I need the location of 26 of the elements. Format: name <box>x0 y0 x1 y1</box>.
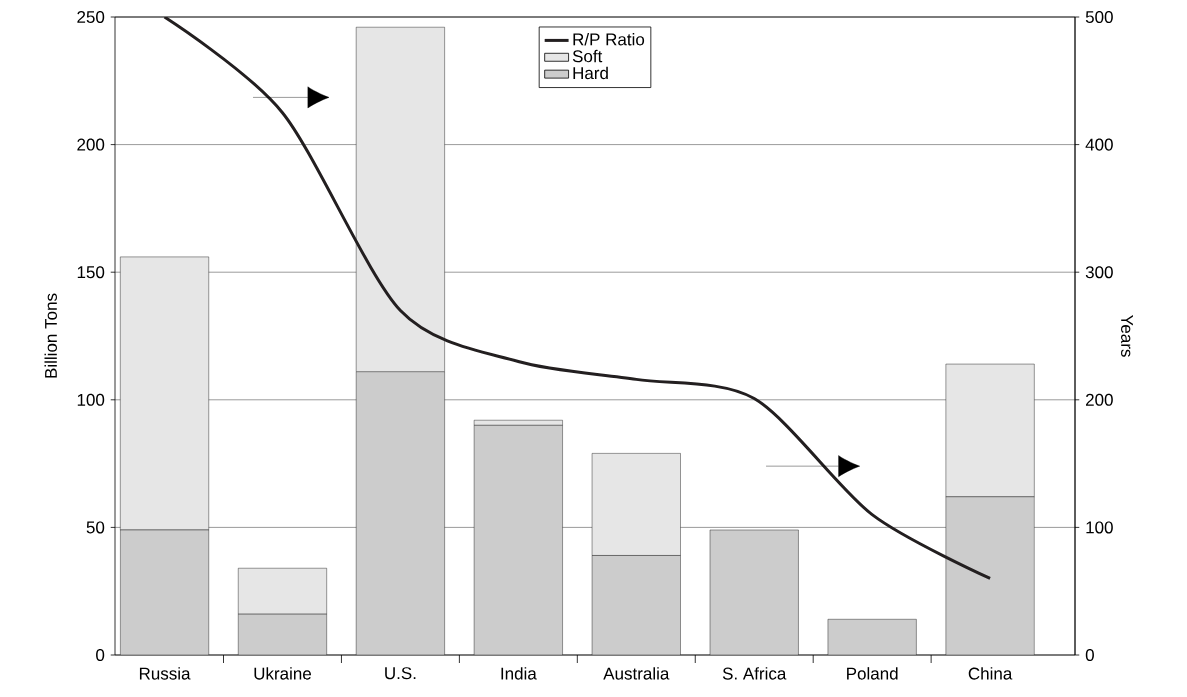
x-tick-label: Ukraine <box>254 667 311 680</box>
x-tick-label: India <box>501 667 537 680</box>
y-tick-label: 100 <box>77 393 105 406</box>
y-tick-label: 150 <box>77 266 105 279</box>
y2-tick-label: 500 <box>1085 10 1113 24</box>
y2-axis-title: Years <box>1121 314 1133 357</box>
y-tick-label: 50 <box>86 521 105 534</box>
x-tick-label: China <box>968 667 1013 680</box>
y-axis-title: Billion Tons <box>44 293 57 378</box>
x-tick-label: Poland <box>847 667 898 680</box>
y2-tick-label: 0 <box>1085 648 1094 662</box>
x-tick-label: U.S. <box>385 667 416 680</box>
x-tick-label: S. Africa <box>722 667 787 680</box>
line-series <box>163 17 992 580</box>
y2-tick-label: 200 <box>1086 393 1113 406</box>
y-tick-label: 200 <box>77 138 105 151</box>
legend-label: Hard <box>573 66 608 80</box>
x-tick-label: Russia <box>139 667 191 680</box>
y2-tick-label: 100 <box>1086 521 1113 534</box>
x-tick-label: Australia <box>603 667 670 680</box>
y2-tick-label: 400 <box>1085 138 1113 151</box>
legend-label: Soft <box>572 49 603 63</box>
y-tick-label: 250 <box>77 10 105 24</box>
legend-label: R/P Ratio <box>573 32 645 46</box>
y2-tick-label: 300 <box>1085 266 1113 279</box>
y-tick-label: 0 <box>96 648 105 662</box>
